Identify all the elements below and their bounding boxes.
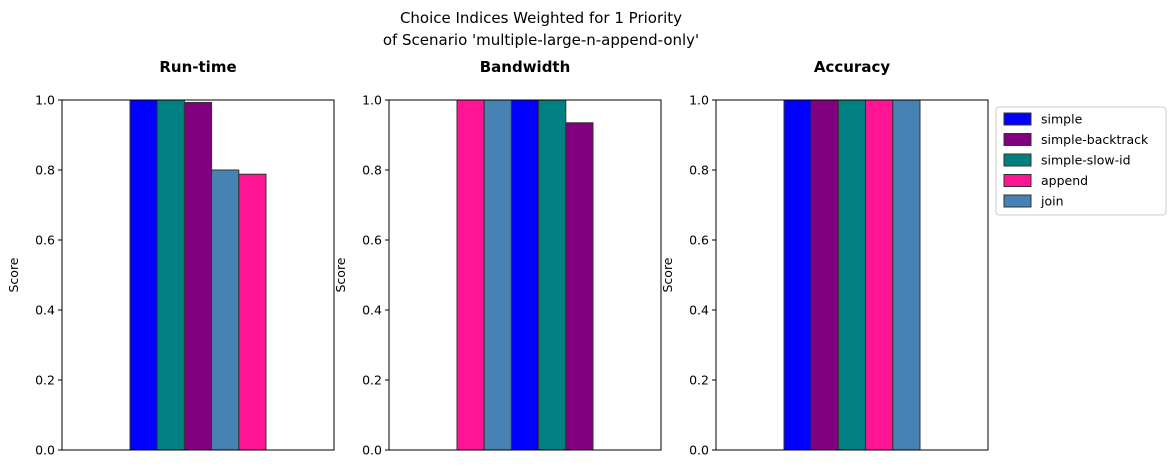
bar-join <box>211 169 240 451</box>
bar-simple-slow-id <box>837 99 867 451</box>
y-tick-label: 0.4 <box>362 303 382 318</box>
y-tick-label: 0.2 <box>362 373 382 388</box>
bar-simple-backtrack <box>810 99 839 451</box>
subplot-title: Run-time <box>159 58 236 76</box>
axes-frame <box>715 99 989 451</box>
legend-label-simple: simple <box>1041 112 1083 127</box>
subplot-2: Accuracy Score 0.0 0.2 0.4 0.6 0.8 1.0 <box>660 58 989 458</box>
subplot-title: Bandwidth <box>480 58 571 76</box>
legend-label-simple-backtrack: simple-backtrack <box>1041 132 1149 147</box>
y-tick-label: 0.4 <box>35 303 55 318</box>
legend-box <box>995 106 1167 216</box>
y-tick-label: 0.6 <box>689 233 709 248</box>
y-tick-label: 0.6 <box>35 233 55 248</box>
legend-swatch-simple <box>1003 112 1032 126</box>
legend-swatch-simple-slow-id <box>1003 153 1032 167</box>
bar-append <box>456 99 485 451</box>
figure-title-line-1: Choice Indices Weighted for 1 Priority <box>400 9 682 27</box>
legend: simple simple-backtrack simple-slow-id appe… <box>995 106 1167 216</box>
y-tick-label: 0.8 <box>689 163 709 178</box>
y-tick-label: 0.0 <box>35 443 55 458</box>
bar-append <box>238 173 267 451</box>
axes-frame <box>388 99 662 451</box>
bar-simple-backtrack <box>183 101 213 451</box>
y-tick-label: 0.8 <box>35 163 55 178</box>
bar-join <box>483 99 512 451</box>
axes-frame <box>61 99 335 451</box>
y-tick-label: 0.4 <box>689 303 709 318</box>
bar-append <box>865 99 894 451</box>
y-tick-label: 0.2 <box>35 373 55 388</box>
subplot-1: Bandwidth Score 0.0 0.2 0.4 0.6 0.8 1.0 <box>333 58 662 458</box>
bar-join <box>892 99 921 451</box>
legend-swatch-simple-backtrack <box>1003 133 1032 146</box>
bar-simple <box>510 99 540 451</box>
y-axis-label: Score <box>6 257 21 292</box>
y-tick-label: 0.8 <box>362 163 382 178</box>
bar-simple-slow-id <box>156 99 185 451</box>
bar-simple-slow-id <box>538 99 567 451</box>
subplot-0: Run-time Score 0.0 0.2 0.4 0.6 0.8 1.0 <box>6 58 335 458</box>
legend-label-append: append <box>1041 173 1088 188</box>
y-tick-label: 1.0 <box>689 93 709 108</box>
y-tick-label: 0.6 <box>362 233 382 248</box>
y-tick-label: 1.0 <box>35 93 55 108</box>
y-axis-label: Score <box>660 257 675 292</box>
legend-label-join: join <box>1040 194 1064 209</box>
legend-swatch-append <box>1003 174 1032 187</box>
bar-simple <box>783 99 812 451</box>
y-axis-label: Score <box>333 257 348 292</box>
y-tick-label: 0.0 <box>689 443 709 458</box>
legend-label-simple-slow-id: simple-slow-id <box>1041 153 1131 168</box>
bar-simple <box>129 99 158 451</box>
subplots: Run-timeScore0.00.20.40.60.81.0Bandwidth… <box>6 58 989 458</box>
y-tick-label: 0.0 <box>362 443 382 458</box>
bar-simple-backtrack <box>565 122 594 451</box>
y-tick-label: 1.0 <box>362 93 382 108</box>
subplot-title: Accuracy <box>814 58 890 76</box>
legend-swatch-join <box>1003 194 1032 208</box>
figure-title-line-2: of Scenario 'multiple-large-n-append-onl… <box>383 31 699 49</box>
y-tick-label: 0.2 <box>689 373 709 388</box>
